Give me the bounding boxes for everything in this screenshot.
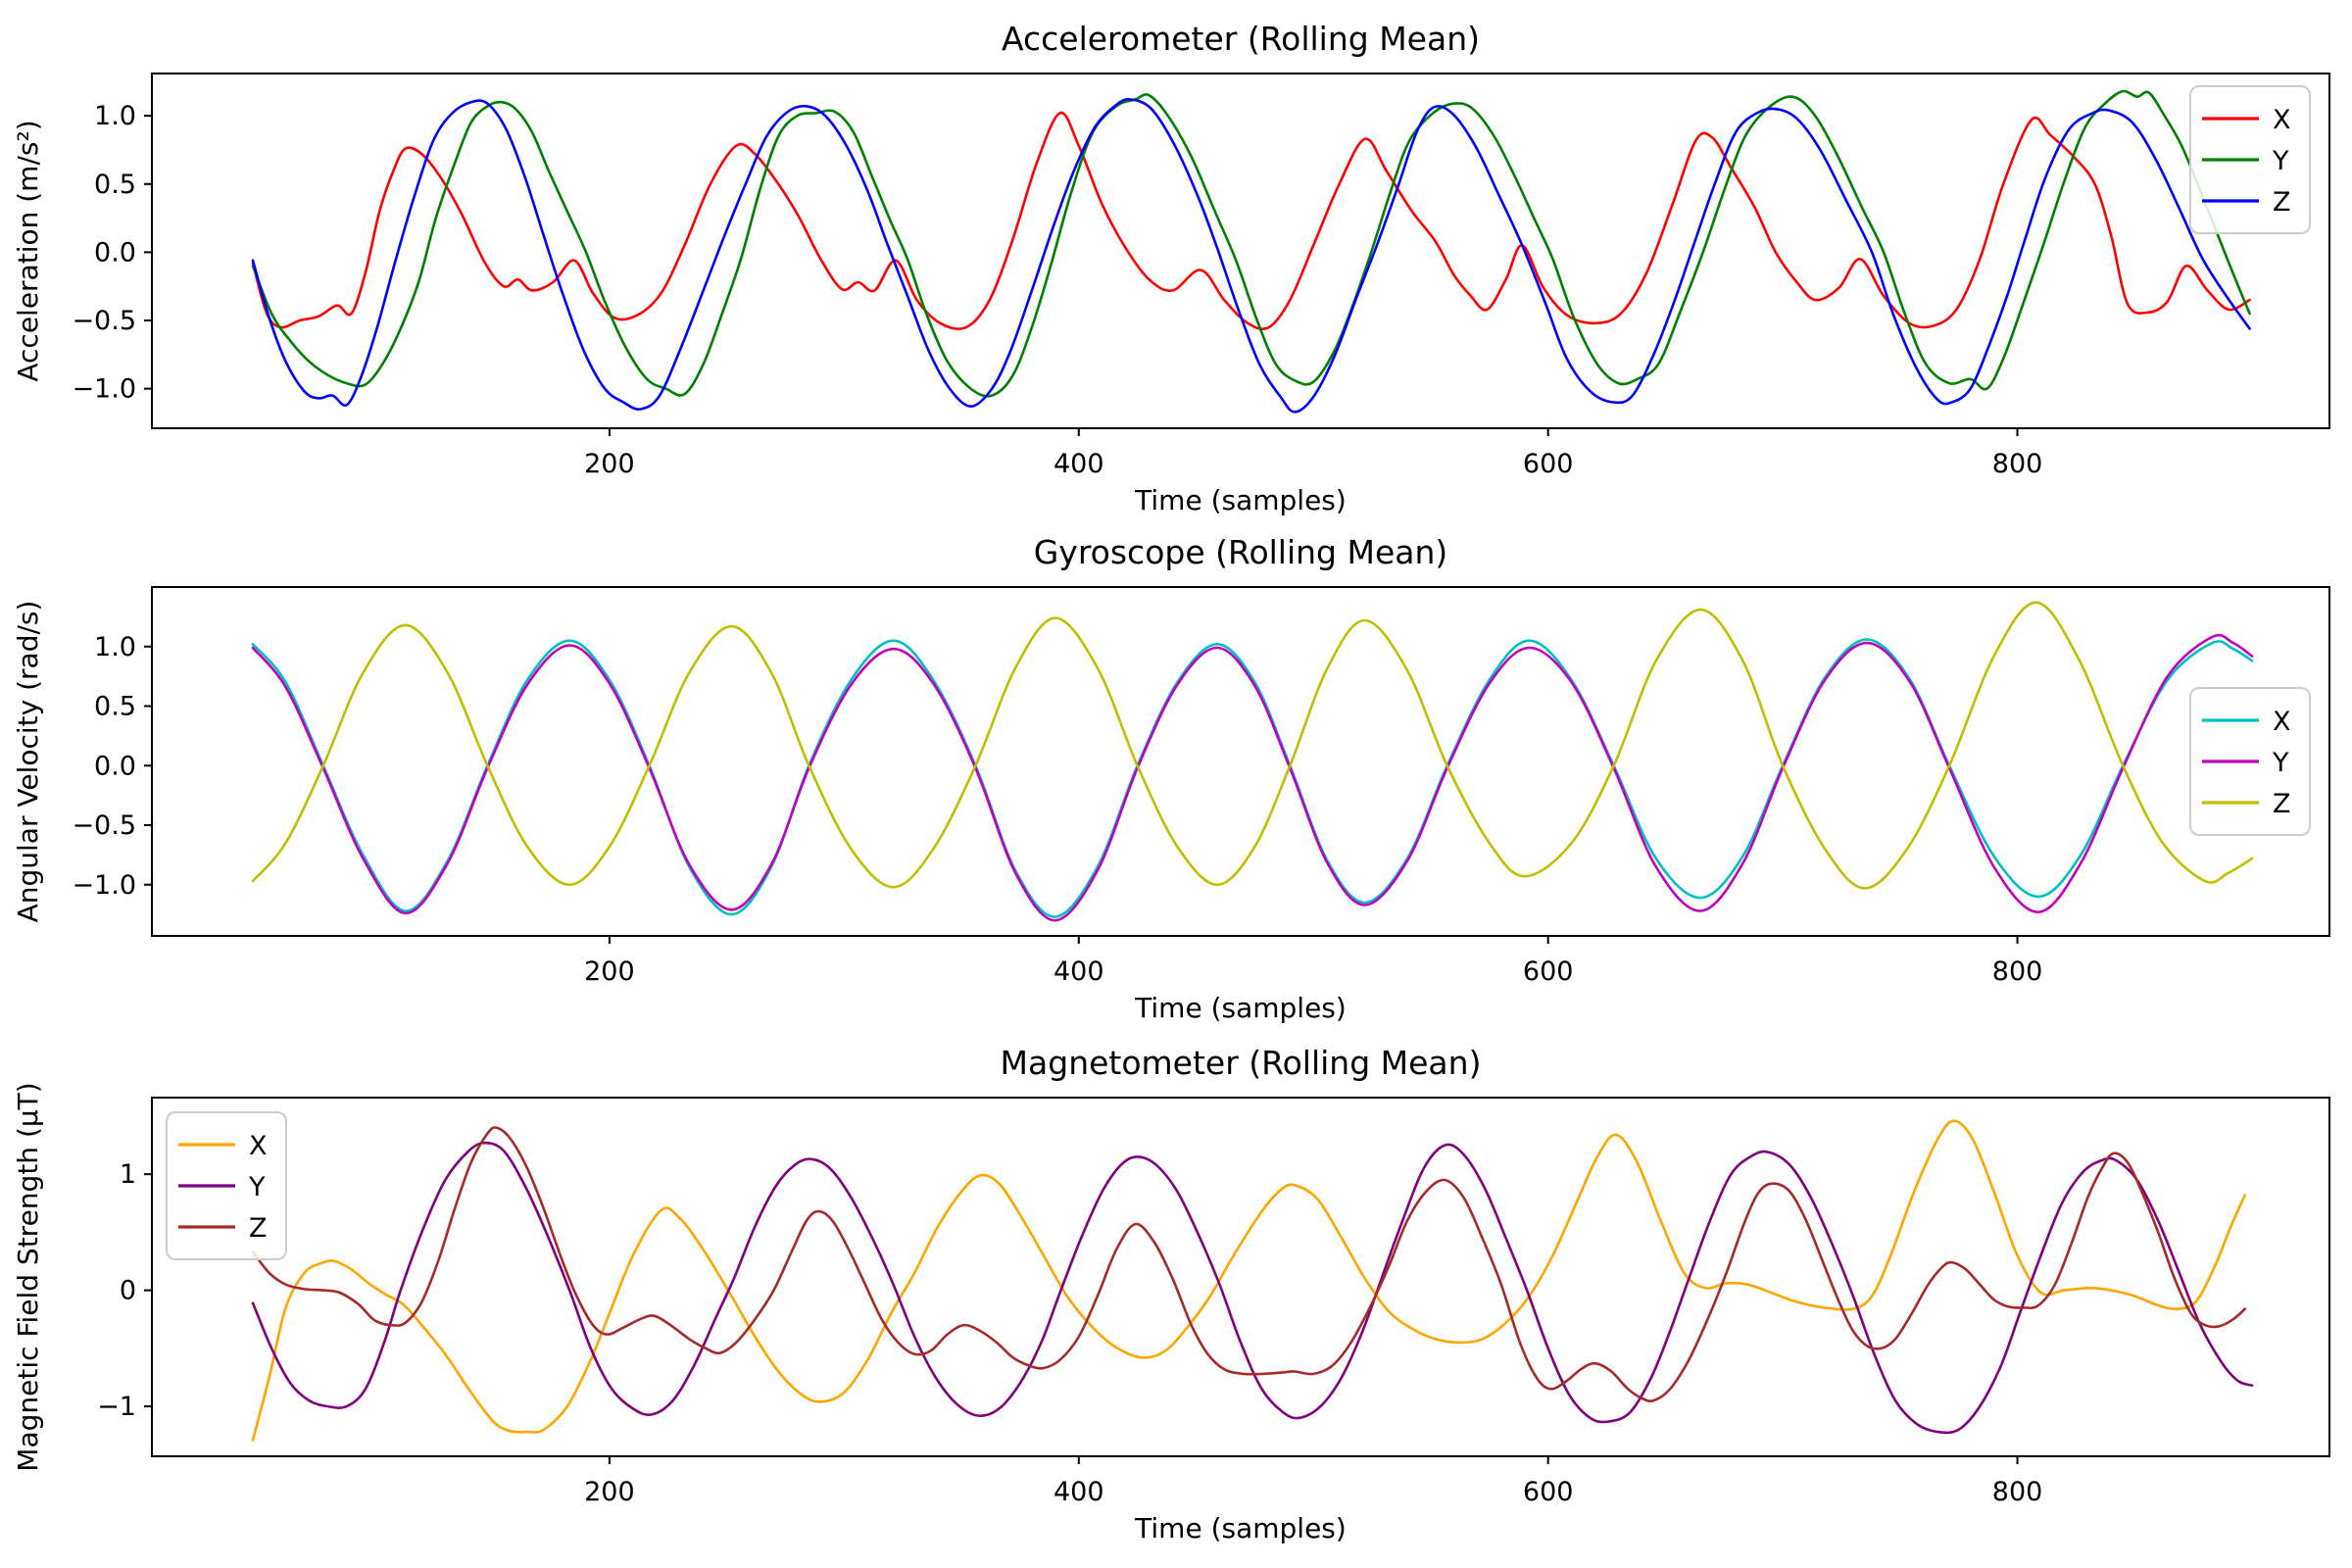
x-axis-label: Time (samples) <box>1134 1512 1347 1544</box>
x-tick-label: 800 <box>1992 1477 2043 1507</box>
series-line-magnetometer-y <box>251 1141 2254 1435</box>
x-tick-label: 600 <box>1523 956 1574 987</box>
legend-item-y: Y <box>2202 146 2289 176</box>
legend-item-y: Y <box>178 1172 266 1202</box>
series-line-magnetometer-z <box>251 1126 2247 1402</box>
subplot-magnetometer: Magnetometer (Rolling Mean) Time (samples… <box>12 1044 2330 1544</box>
x-tick-label: 200 <box>584 956 635 987</box>
y-tick-label: 0.5 <box>94 170 136 200</box>
series-line-accelerometer-y <box>251 89 2251 398</box>
legend-item-x: X <box>2202 105 2291 135</box>
y-tick-label: 1 <box>120 1159 136 1190</box>
y-tick-label: 0.5 <box>94 692 136 722</box>
y-tick-label: −1.0 <box>72 374 136 405</box>
x-axis-label: Time (samples) <box>1134 484 1347 516</box>
subplot-title: Magnetometer (Rolling Mean) <box>1001 1044 1482 1082</box>
y-tick-label: 0 <box>120 1276 136 1306</box>
plot-frame <box>151 73 2330 429</box>
legend: XYZ <box>166 1111 287 1260</box>
legend-item-y: Y <box>2202 748 2289 778</box>
y-tick-label: −0.5 <box>72 810 136 841</box>
series-line-magnetometer-x <box>251 1119 2247 1442</box>
x-tick-label: 400 <box>1054 449 1104 479</box>
x-tick-label: 200 <box>584 1477 635 1507</box>
subplot-title: Gyroscope (Rolling Mean) <box>1034 533 1448 571</box>
y-tick-label: 1.0 <box>94 101 136 131</box>
x-tick-label: 600 <box>1523 449 1574 479</box>
legend-item-z: Z <box>2202 187 2291 218</box>
legend-item-z: Z <box>2202 789 2291 819</box>
legend-label: X <box>2273 105 2291 135</box>
y-tick-label: 0.0 <box>94 751 136 781</box>
legend-label: X <box>249 1131 268 1161</box>
x-tick-label: 200 <box>584 449 635 479</box>
legend: XYZ <box>2189 85 2311 234</box>
x-tick-label: 400 <box>1054 956 1104 987</box>
legend-label: Y <box>2272 748 2289 778</box>
legend-label: Z <box>2273 187 2291 218</box>
y-tick-label: 1.0 <box>94 632 136 662</box>
legend-label: X <box>2273 707 2291 737</box>
y-tick-label: −1.0 <box>72 870 136 901</box>
x-axis-label: Time (samples) <box>1134 992 1347 1024</box>
legend: XYZ <box>2189 687 2311 836</box>
y-tick-label: −0.5 <box>72 306 136 336</box>
y-axis-label: Magnetic Field Strength (µT) <box>12 1082 44 1471</box>
plot-frame <box>151 1097 2330 1457</box>
legend-label: Y <box>2272 146 2289 176</box>
legend-item-x: X <box>178 1131 268 1161</box>
legend-item-x: X <box>2202 707 2291 737</box>
plot-frame <box>151 586 2330 937</box>
series-line-gyroscope-z <box>251 601 2254 890</box>
legend-label: Y <box>248 1172 266 1202</box>
series-line-accelerometer-z <box>251 98 2251 414</box>
series-line-gyroscope-y <box>251 633 2254 922</box>
subplot-gyroscope: Gyroscope (Rolling Mean) Time (samples) An… <box>12 533 2330 1024</box>
x-tick-label: 800 <box>1992 956 2043 987</box>
series-line-accelerometer-x <box>251 112 2251 330</box>
x-tick-label: 400 <box>1054 1477 1104 1507</box>
y-axis-label: Angular Velocity (rad/s) <box>12 601 44 923</box>
legend-label: Z <box>2273 789 2291 819</box>
x-tick-label: 800 <box>1992 449 2043 479</box>
legend-label: Z <box>249 1213 268 1244</box>
subplot-accelerometer: Accelerometer (Rolling Mean) Time (sample… <box>12 20 2330 516</box>
y-axis-label: Acceleration (m/s²) <box>12 120 44 381</box>
x-tick-label: 600 <box>1523 1477 1574 1507</box>
legend-item-z: Z <box>178 1213 268 1244</box>
y-tick-label: 0.0 <box>94 237 136 268</box>
y-tick-label: −1 <box>97 1392 136 1422</box>
subplot-title: Accelerometer (Rolling Mean) <box>1002 20 1480 58</box>
